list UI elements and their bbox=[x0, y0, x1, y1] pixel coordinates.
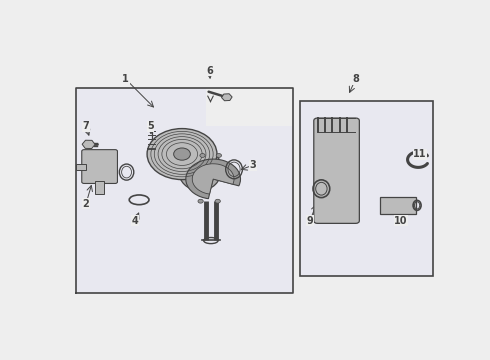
Circle shape bbox=[147, 129, 217, 180]
Circle shape bbox=[200, 153, 205, 157]
Text: 3: 3 bbox=[249, 160, 256, 170]
Text: 7: 7 bbox=[82, 121, 89, 131]
Text: 11: 11 bbox=[414, 149, 427, 159]
Ellipse shape bbox=[178, 148, 221, 191]
Bar bbox=[76, 164, 86, 170]
Text: 5: 5 bbox=[147, 121, 154, 131]
Wedge shape bbox=[186, 159, 241, 199]
Bar bbox=[96, 181, 104, 194]
FancyBboxPatch shape bbox=[314, 118, 359, 223]
Circle shape bbox=[198, 199, 203, 203]
Wedge shape bbox=[192, 164, 234, 194]
Text: 6: 6 bbox=[206, 66, 213, 76]
Bar bbox=[206, 87, 293, 126]
Circle shape bbox=[215, 199, 221, 203]
Text: 4: 4 bbox=[132, 216, 139, 226]
Text: 10: 10 bbox=[394, 216, 408, 226]
Text: 9: 9 bbox=[307, 216, 314, 226]
Bar bbox=[76, 87, 293, 293]
FancyBboxPatch shape bbox=[82, 150, 118, 184]
Bar bbox=[380, 197, 416, 214]
Text: 1: 1 bbox=[122, 74, 129, 84]
Circle shape bbox=[216, 153, 221, 157]
Bar bbox=[300, 102, 434, 276]
Text: 8: 8 bbox=[352, 74, 359, 84]
Circle shape bbox=[173, 148, 190, 160]
Text: 2: 2 bbox=[82, 199, 89, 209]
